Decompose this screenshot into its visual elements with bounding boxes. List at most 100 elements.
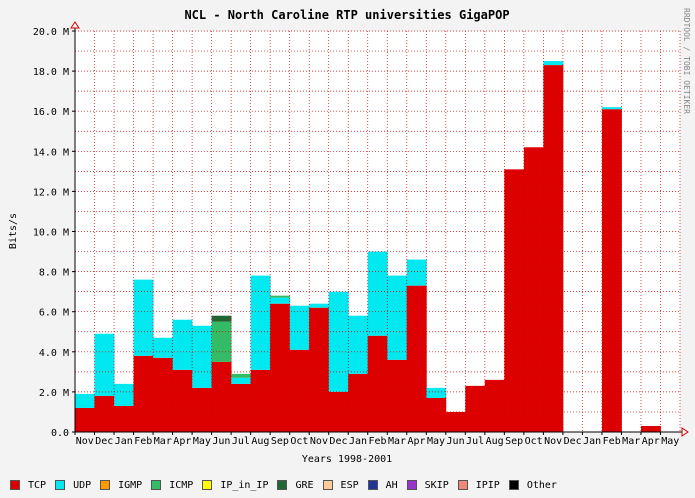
x-tick-label: Apr [408, 436, 426, 447]
y-axis-arrow [70, 21, 80, 29]
y-tick-label: 20.0 M [33, 27, 69, 38]
chart-title: NCL - North Caroline RTP universities Gi… [184, 8, 509, 22]
bar-udp-10 [270, 297, 291, 304]
legend-item-igmp: IGMP [100, 480, 142, 491]
x-tick-label: Jun [212, 436, 230, 447]
x-tick-label: Aug [486, 436, 504, 447]
traffic-chart: NCL - North Caroline RTP universities Gi… [8, 8, 691, 465]
legend: TCP UDP IGMP ICMP IP_in_IP GRE ESP AH SKIP IPIP Ot… [10, 478, 566, 492]
bar-udp-27 [601, 107, 622, 110]
bar-udp-24 [543, 61, 564, 66]
bar-udp-16 [387, 275, 408, 360]
legend-swatch [277, 480, 288, 490]
legend-item-skip: SKIP [406, 480, 449, 491]
legend-item-ah: AH [367, 479, 398, 491]
legend-item-ipip: IPIP [457, 479, 500, 491]
bar-udp-12 [309, 303, 330, 308]
y-tick-label: 0.0 [51, 428, 69, 439]
y-tick-label: 8.0 M [39, 268, 69, 279]
x-tick-label: Apr [642, 436, 660, 447]
bar-udp-9 [250, 275, 271, 370]
legend-item-other: Other [508, 480, 557, 491]
bar-tcp-17 [406, 285, 427, 432]
bar-udp-3 [133, 279, 154, 356]
y-tick-label: 2.0 M [39, 388, 69, 399]
x-tick-label: Mar [154, 436, 172, 447]
legend-label: UDP [73, 479, 92, 491]
bar-tcp-24 [543, 65, 564, 432]
x-tick-label: May [661, 436, 679, 447]
x-tick-label: Feb [134, 436, 152, 447]
x-tick-label: Sep [505, 436, 523, 447]
legend-item-tcp: TCP [10, 480, 46, 491]
bar-udp-2 [114, 383, 134, 406]
legend-item-esp: ESP [322, 479, 359, 491]
bar-tcp-7 [211, 361, 232, 432]
legend-label: IPIP [475, 479, 500, 491]
legend-swatch [202, 480, 213, 490]
y-axis-label: Bits/s [8, 213, 19, 249]
y-tick-label: 14.0 M [33, 147, 69, 158]
bar-udp-0 [75, 393, 95, 408]
bar-tcp-16 [387, 359, 408, 432]
x-tick-label: Mar [622, 436, 640, 447]
x-tick-label: Dec [95, 436, 113, 447]
legend-label: ICMP [169, 479, 194, 491]
bar-udp-1 [94, 333, 115, 396]
bar-tcp-4 [153, 357, 173, 432]
bar-tcp-23 [523, 147, 544, 433]
bar-tcp-18 [426, 397, 447, 432]
y-tick-label: 4.0 M [39, 348, 69, 359]
y-tick-label: 6.0 M [39, 308, 69, 319]
legend-label: ESP [340, 479, 359, 491]
bar-udp-5 [172, 319, 193, 370]
bar-tcp-15 [367, 335, 388, 432]
legend-label: TCP [28, 479, 47, 491]
legend-item-gre: GRE [277, 479, 314, 491]
x-tick-label: Jan [583, 436, 601, 447]
x-tick-label: Sep [271, 436, 289, 447]
bar-tcp-11 [289, 349, 310, 432]
x-tick-label: Nov [76, 436, 94, 447]
bar-udp-18 [426, 387, 447, 398]
bar-tcp-5 [172, 369, 193, 432]
legend-swatch [457, 480, 468, 490]
x-axis-label: Years 1998-2001 [302, 454, 392, 465]
legend-swatch [406, 480, 417, 490]
bar-icmp-7 [211, 321, 232, 362]
bar-tcp-22 [504, 169, 525, 432]
bar-udp-17 [406, 259, 427, 286]
bar-udp-15 [367, 251, 388, 336]
bar-tcp-6 [192, 387, 213, 432]
bar-udp-11 [289, 305, 310, 350]
legend-swatch [367, 480, 378, 490]
y-axis-ticks: 0.0 2.0 M 4.0 M 6.0 M 8.0 M 10.0 M 12.0 M 14.0 … [33, 27, 75, 439]
legend-label: IGMP [118, 479, 143, 491]
bar-tcp-2 [114, 405, 134, 432]
legend-label: IP_in_IP [220, 479, 269, 491]
bar-tcp-0 [75, 407, 95, 432]
x-tick-label: Jul [466, 436, 484, 447]
x-tick-label: Oct [290, 436, 308, 447]
legend-swatch [100, 480, 111, 490]
bar-tcp-1 [94, 395, 115, 432]
x-tick-label: Jan [115, 436, 133, 447]
bar-udp-13 [328, 291, 349, 392]
legend-label: GRE [295, 479, 314, 491]
legend-swatch [508, 480, 519, 490]
bar-udp-6 [192, 325, 213, 388]
bar-tcp-19 [445, 411, 466, 432]
bar-tcp-12 [309, 307, 330, 432]
legend-swatch [55, 480, 66, 490]
legend-swatch [322, 480, 333, 490]
watermark: RRDTOOL / TOBI OETIKER [682, 8, 691, 114]
y-tick-label: 18.0 M [33, 67, 69, 78]
x-tick-label: Jul [232, 436, 250, 447]
x-tick-label: Jan [349, 436, 367, 447]
bar-udp-14 [348, 315, 369, 374]
x-tick-label: Apr [173, 436, 191, 447]
bar-tcp-8 [231, 383, 252, 432]
x-tick-label: May [427, 436, 445, 447]
legend-label: AH [385, 479, 398, 491]
y-tick-label: 10.0 M [33, 228, 69, 239]
